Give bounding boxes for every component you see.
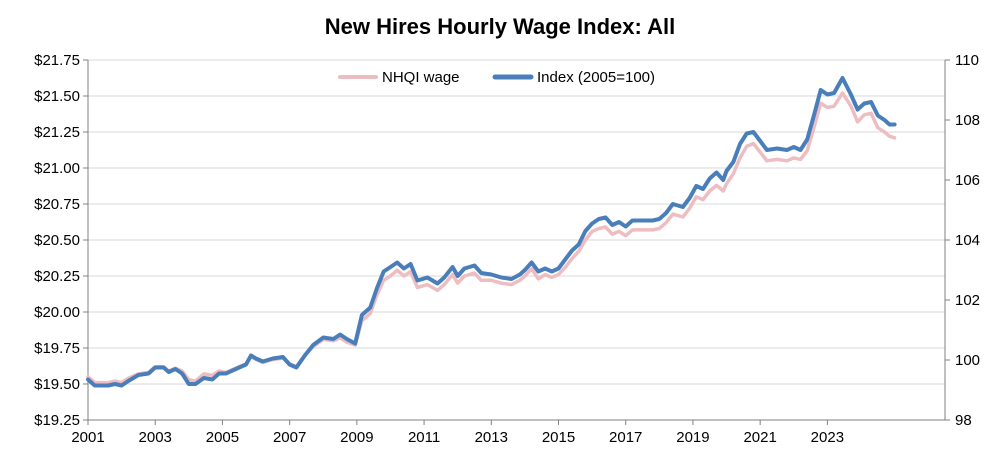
legend-label-2: Index (2005=100) (537, 69, 655, 86)
x-tick-label: 2019 (676, 429, 709, 446)
series-lines (86, 76, 897, 388)
x-tick-label: 2021 (743, 429, 776, 446)
series-line-1 (86, 91, 897, 385)
y-tick-label: $19.25 (34, 412, 80, 429)
y-tick-label: $21.50 (34, 88, 80, 105)
x-tick-label: 2011 (408, 429, 440, 446)
x-tick-label: 2009 (340, 429, 373, 446)
y2-tick-labels: 98 100 102 104 106 108 110 (955, 52, 980, 429)
axes (83, 59, 950, 425)
x-tick-label: 2003 (139, 429, 172, 446)
y2-tick-label: 110 (955, 52, 979, 69)
y-tick-label: $20.75 (34, 196, 80, 213)
legend-label-1: NHQI wage (382, 69, 460, 86)
y-tick-label: $21.25 (34, 124, 80, 141)
y-tick-label: $20.00 (34, 304, 80, 321)
y2-tick-label: 108 (955, 112, 980, 129)
y2-tick-label: 98 (955, 412, 972, 429)
x-tick-label: 2005 (206, 429, 239, 446)
y2-tick-label: 104 (955, 232, 980, 249)
y-tick-label: $19.50 (34, 376, 80, 393)
y2-tick-label: 100 (955, 352, 980, 369)
x-tick-labels: 2001 2003 2005 2007 2009 2011 2013 2015 2017 2019… (71, 429, 844, 446)
grid-lines (88, 59, 945, 421)
y-tick-label: $20.50 (34, 232, 80, 249)
x-tick-label: 2007 (273, 429, 306, 446)
x-tick-label: 2013 (475, 429, 508, 446)
chart-title: New Hires Hourly Wage Index: All (324, 14, 676, 39)
x-tick-label: 2001 (71, 429, 104, 446)
y-tick-label: $21.75 (34, 52, 80, 69)
y-tick-label: $20.25 (34, 268, 80, 285)
x-tick-label: 2023 (811, 429, 844, 446)
y-tick-label: $21.00 (34, 160, 80, 177)
x-tick-label: 2017 (609, 429, 642, 446)
y2-tick-label: 102 (955, 292, 980, 309)
series-line-2 (86, 76, 897, 388)
y2-tick-label: 106 (955, 172, 980, 189)
y-tick-label: $19.75 (34, 340, 80, 357)
legend: NHQI wage Index (2005=100) (338, 69, 655, 86)
y-tick-labels: $19.25 $19.50 $19.75 $20.00 $20.25 $20.50 $20.… (34, 52, 80, 429)
x-tick-label: 2015 (542, 429, 575, 446)
